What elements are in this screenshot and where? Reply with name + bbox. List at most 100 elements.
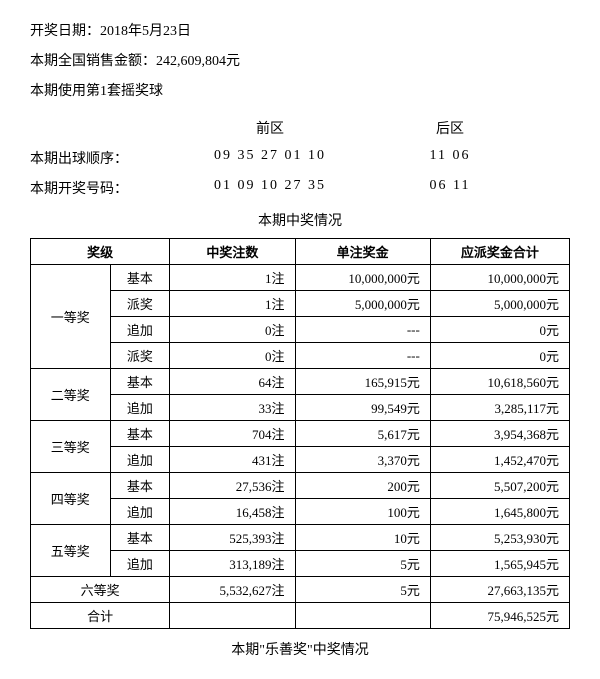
sales-value: 242,609,804元 bbox=[156, 54, 240, 69]
ballset-info: 本期使用第1套摇奖球 bbox=[30, 80, 570, 100]
number-header: 前区 后区 bbox=[30, 118, 570, 138]
prize-total: 0元 bbox=[430, 343, 569, 369]
prize-count: 313,189注 bbox=[170, 551, 295, 577]
prize-count bbox=[170, 603, 295, 629]
prize-total: 5,253,930元 bbox=[430, 525, 569, 551]
prize-count: 431注 bbox=[170, 447, 295, 473]
footer-title: 本期"乐善奖"中奖情况 bbox=[30, 639, 570, 659]
prize-count: 33注 bbox=[170, 395, 295, 421]
prize-subtype: 派奖 bbox=[110, 291, 170, 317]
prize-unit: 5元 bbox=[295, 577, 430, 603]
back-area-label: 后区 bbox=[380, 118, 520, 138]
prize-unit bbox=[295, 603, 430, 629]
prize-total: 0元 bbox=[430, 317, 569, 343]
table-row: 追加33注99,549元3,285,117元 bbox=[31, 395, 570, 421]
front-area-label: 前区 bbox=[160, 118, 380, 138]
prize-total: 1,452,470元 bbox=[430, 447, 569, 473]
prize-subtype: 基本 bbox=[110, 265, 170, 291]
draw-date: 开奖日期：2018年5月23日 bbox=[30, 20, 570, 40]
prize-count: 27,536注 bbox=[170, 473, 295, 499]
prize-subtype: 派奖 bbox=[110, 343, 170, 369]
prize-level-name: 四等奖 bbox=[31, 473, 111, 525]
date-label: 开奖日期： bbox=[30, 24, 100, 39]
table-header-row: 奖级 中奖注数 单注奖金 应派奖金合计 bbox=[31, 239, 570, 265]
sales-amount: 本期全国销售金额：242,609,804元 bbox=[30, 50, 570, 70]
prize-level-name: 三等奖 bbox=[31, 421, 111, 473]
table-row: 追加16,458注100元1,645,800元 bbox=[31, 499, 570, 525]
prize-table: 奖级 中奖注数 单注奖金 应派奖金合计 一等奖基本1注10,000,000元10… bbox=[30, 238, 570, 629]
ballset-label: 本期使用第1套摇奖球 bbox=[30, 84, 163, 99]
draw-order-back: 11 06 bbox=[380, 148, 520, 168]
table-row: 派奖1注5,000,000元5,000,000元 bbox=[31, 291, 570, 317]
prize-count: 0注 bbox=[170, 317, 295, 343]
winning-front: 01 09 10 27 35 bbox=[160, 178, 380, 198]
table-row: 追加431注3,370元1,452,470元 bbox=[31, 447, 570, 473]
draw-order-front: 09 35 27 01 10 bbox=[160, 148, 380, 168]
prize-count: 5,532,627注 bbox=[170, 577, 295, 603]
prize-unit: 99,549元 bbox=[295, 395, 430, 421]
prize-total: 5,000,000元 bbox=[430, 291, 569, 317]
prize-unit: 165,915元 bbox=[295, 369, 430, 395]
col-level: 奖级 bbox=[31, 239, 170, 265]
prize-level-name: 合计 bbox=[31, 603, 170, 629]
prize-subtype: 追加 bbox=[110, 317, 170, 343]
draw-order-row: 本期出球顺序： 09 35 27 01 10 11 06 bbox=[30, 148, 570, 168]
prize-count: 525,393注 bbox=[170, 525, 295, 551]
date-value: 2018年5月23日 bbox=[100, 24, 191, 39]
prize-unit: 5元 bbox=[295, 551, 430, 577]
prize-subtype: 基本 bbox=[110, 473, 170, 499]
prize-level-name: 一等奖 bbox=[31, 265, 111, 369]
table-row: 追加313,189注5元1,565,945元 bbox=[31, 551, 570, 577]
prize-subtype: 追加 bbox=[110, 395, 170, 421]
prize-count: 1注 bbox=[170, 291, 295, 317]
prize-unit: --- bbox=[295, 343, 430, 369]
col-unit: 单注奖金 bbox=[295, 239, 430, 265]
prize-total: 1,565,945元 bbox=[430, 551, 569, 577]
prize-count: 16,458注 bbox=[170, 499, 295, 525]
table-row: 派奖0注---0元 bbox=[31, 343, 570, 369]
prize-unit: --- bbox=[295, 317, 430, 343]
prize-total: 3,285,117元 bbox=[430, 395, 569, 421]
winning-label: 本期开奖号码： bbox=[30, 178, 160, 198]
table-row: 五等奖基本525,393注10元5,253,930元 bbox=[31, 525, 570, 551]
table-row: 追加0注---0元 bbox=[31, 317, 570, 343]
sales-label: 本期全国销售金额： bbox=[30, 54, 156, 69]
draw-order-label: 本期出球顺序： bbox=[30, 148, 160, 168]
prize-unit: 3,370元 bbox=[295, 447, 430, 473]
prize-total: 10,000,000元 bbox=[430, 265, 569, 291]
prize-subtype: 追加 bbox=[110, 447, 170, 473]
prize-subtype: 追加 bbox=[110, 499, 170, 525]
prize-unit: 100元 bbox=[295, 499, 430, 525]
prize-total: 5,507,200元 bbox=[430, 473, 569, 499]
number-section: 前区 后区 本期出球顺序： 09 35 27 01 10 11 06 本期开奖号… bbox=[30, 118, 570, 198]
col-total: 应派奖金合计 bbox=[430, 239, 569, 265]
winning-back: 06 11 bbox=[380, 178, 520, 198]
prize-unit: 5,617元 bbox=[295, 421, 430, 447]
prize-count: 0注 bbox=[170, 343, 295, 369]
prize-subtype: 基本 bbox=[110, 369, 170, 395]
prize-count: 704注 bbox=[170, 421, 295, 447]
prize-unit: 10元 bbox=[295, 525, 430, 551]
prize-unit: 5,000,000元 bbox=[295, 291, 430, 317]
table-row: 六等奖5,532,627注5元27,663,135元 bbox=[31, 577, 570, 603]
prize-total: 1,645,800元 bbox=[430, 499, 569, 525]
table-row: 二等奖基本64注165,915元10,618,560元 bbox=[31, 369, 570, 395]
prize-total: 3,954,368元 bbox=[430, 421, 569, 447]
prize-total: 10,618,560元 bbox=[430, 369, 569, 395]
winning-number-row: 本期开奖号码： 01 09 10 27 35 06 11 bbox=[30, 178, 570, 198]
table-row: 一等奖基本1注10,000,000元10,000,000元 bbox=[31, 265, 570, 291]
prize-unit: 10,000,000元 bbox=[295, 265, 430, 291]
prize-level-name: 六等奖 bbox=[31, 577, 170, 603]
prize-count: 1注 bbox=[170, 265, 295, 291]
col-count: 中奖注数 bbox=[170, 239, 295, 265]
prize-subtype: 基本 bbox=[110, 525, 170, 551]
prize-level-name: 五等奖 bbox=[31, 525, 111, 577]
prize-subtype: 基本 bbox=[110, 421, 170, 447]
prize-total: 27,663,135元 bbox=[430, 577, 569, 603]
table-row: 三等奖基本704注5,617元3,954,368元 bbox=[31, 421, 570, 447]
prize-level-name: 二等奖 bbox=[31, 369, 111, 421]
prize-unit: 200元 bbox=[295, 473, 430, 499]
prize-total: 75,946,525元 bbox=[430, 603, 569, 629]
table-row: 合计 75,946,525元 bbox=[31, 603, 570, 629]
prize-section-title: 本期中奖情况 bbox=[30, 210, 570, 230]
